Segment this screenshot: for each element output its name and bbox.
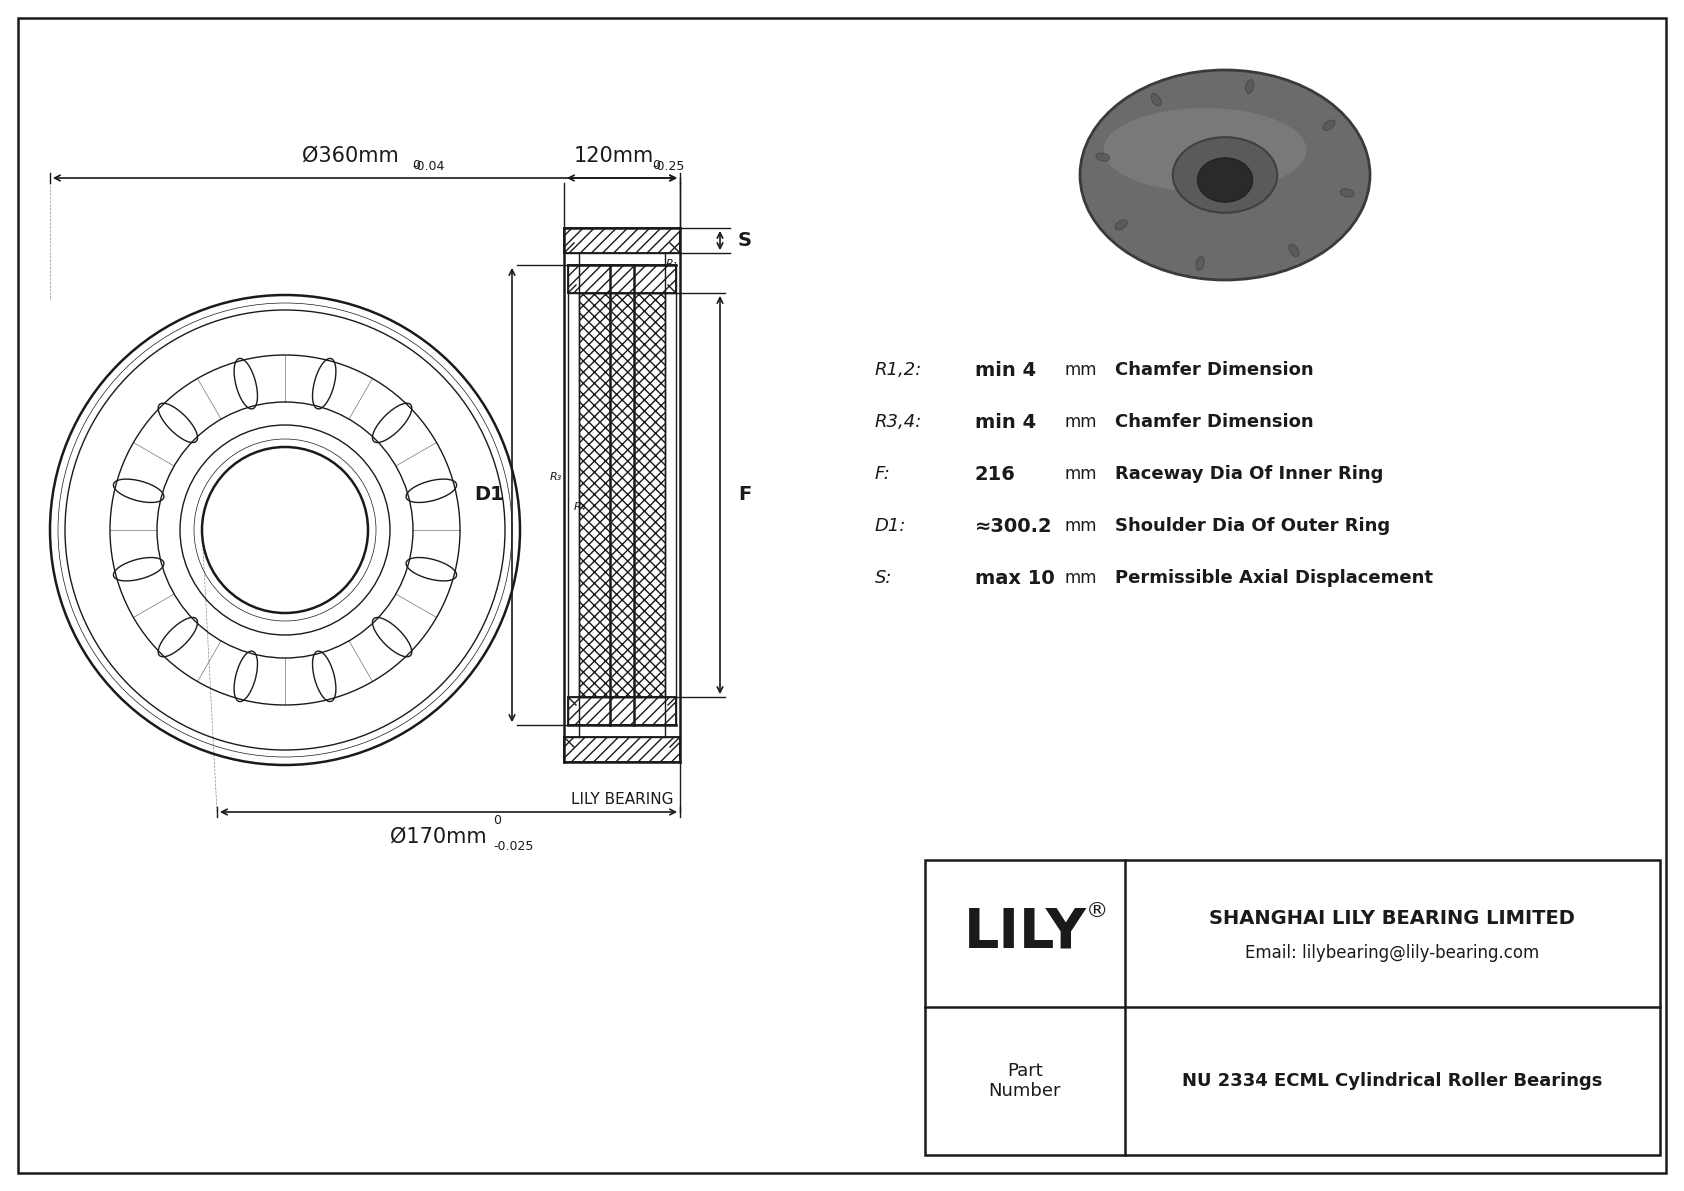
Text: min 4: min 4	[975, 361, 1036, 380]
Text: LILY: LILY	[963, 906, 1086, 960]
Ellipse shape	[1096, 152, 1110, 161]
Text: NU 2334 ECML Cylindrical Roller Bearings: NU 2334 ECML Cylindrical Roller Bearings	[1182, 1072, 1601, 1090]
Text: 0: 0	[413, 160, 419, 172]
Text: mm: mm	[1064, 569, 1098, 587]
Ellipse shape	[1246, 80, 1255, 93]
Text: Part
Number: Part Number	[989, 1061, 1061, 1100]
Text: F:: F:	[876, 464, 891, 484]
Text: Chamfer Dimension: Chamfer Dimension	[1115, 361, 1314, 379]
Text: ®: ®	[1086, 902, 1108, 921]
Text: S:: S:	[876, 569, 893, 587]
Ellipse shape	[1172, 137, 1276, 213]
Ellipse shape	[1197, 158, 1253, 202]
Text: R1,2:: R1,2:	[876, 361, 923, 379]
Ellipse shape	[1079, 70, 1371, 280]
Text: R₃: R₃	[549, 472, 562, 482]
Text: mm: mm	[1064, 413, 1098, 431]
Ellipse shape	[1150, 94, 1162, 106]
Ellipse shape	[1288, 244, 1298, 256]
Text: Shoulder Dia Of Outer Ring: Shoulder Dia Of Outer Ring	[1115, 517, 1389, 535]
Bar	[579, 293, 665, 697]
Ellipse shape	[1196, 256, 1204, 270]
Text: LILY BEARING: LILY BEARING	[571, 792, 674, 807]
Text: R3,4:: R3,4:	[876, 413, 923, 431]
Text: SHANGHAI LILY BEARING LIMITED: SHANGHAI LILY BEARING LIMITED	[1209, 909, 1575, 928]
Text: Raceway Dia Of Inner Ring: Raceway Dia Of Inner Ring	[1115, 464, 1383, 484]
Text: ≈300.2: ≈300.2	[975, 517, 1052, 536]
Text: Ø360mm: Ø360mm	[301, 146, 399, 166]
Text: D1: D1	[475, 486, 504, 505]
Bar	[568, 697, 675, 725]
Bar	[579, 293, 665, 697]
Ellipse shape	[1103, 108, 1307, 192]
Text: 120mm: 120mm	[574, 146, 653, 166]
Text: mm: mm	[1064, 361, 1098, 379]
Text: Email: lilybearing@lily-bearing.com: Email: lilybearing@lily-bearing.com	[1244, 944, 1539, 962]
Text: 0: 0	[493, 813, 502, 827]
Text: min 4: min 4	[975, 412, 1036, 431]
Text: R₄: R₄	[574, 501, 586, 512]
Ellipse shape	[1340, 189, 1354, 197]
Text: 216: 216	[975, 464, 1015, 484]
Text: mm: mm	[1064, 517, 1098, 535]
Text: mm: mm	[1064, 464, 1098, 484]
Text: F: F	[738, 486, 751, 505]
Text: R₂: R₂	[652, 239, 663, 249]
Ellipse shape	[1322, 120, 1335, 130]
Bar	[568, 266, 675, 293]
Text: 0: 0	[652, 160, 660, 172]
Text: S: S	[738, 231, 753, 250]
Text: Chamfer Dimension: Chamfer Dimension	[1115, 413, 1314, 431]
Text: Ø170mm: Ø170mm	[391, 827, 487, 847]
Text: max 10: max 10	[975, 568, 1054, 587]
Text: -0.04: -0.04	[413, 160, 445, 173]
Bar	[564, 737, 680, 762]
Bar	[564, 227, 680, 252]
Text: D1:: D1:	[876, 517, 906, 535]
Text: -0.025: -0.025	[493, 840, 534, 853]
Ellipse shape	[1115, 220, 1127, 230]
Text: Permissible Axial Displacement: Permissible Axial Displacement	[1115, 569, 1433, 587]
Bar	[925, 860, 1660, 1155]
Ellipse shape	[1105, 179, 1366, 231]
Text: R₁: R₁	[665, 258, 679, 269]
Text: -0.25: -0.25	[652, 160, 684, 173]
